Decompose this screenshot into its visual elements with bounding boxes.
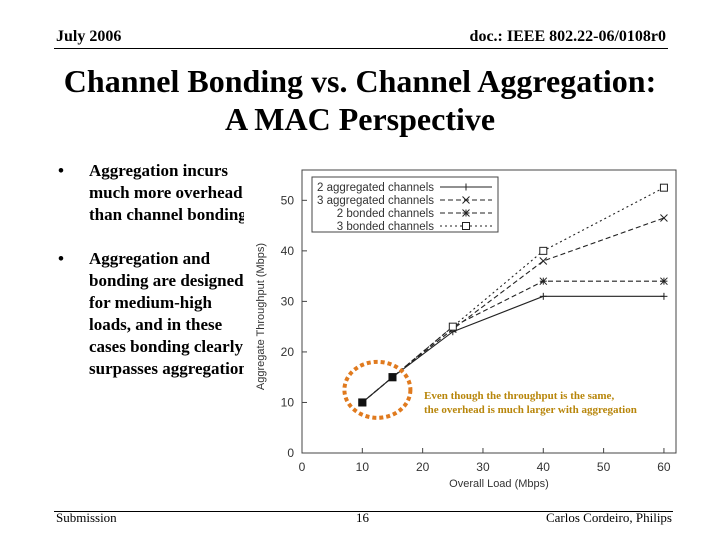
header-rule	[54, 48, 668, 49]
legend-label: 2 bonded channels	[337, 208, 434, 220]
bullet-item: • Aggregation and bonding are designed f…	[58, 248, 258, 380]
data-point-series-1	[660, 292, 668, 300]
y-tick-label: 20	[281, 345, 295, 359]
bullet-text: Aggregation and bonding are designed for…	[89, 249, 248, 378]
x-tick-label: 10	[356, 460, 370, 474]
marker-stroke	[462, 209, 470, 217]
footer-page-number: 16	[356, 510, 369, 525]
legend-label: 3 bonded channels	[337, 221, 434, 233]
footer-rule	[54, 511, 673, 512]
y-tick-label: 40	[281, 244, 295, 258]
chart-svg: 0 10 20 30 40 50 60 0 10 20 30 40 50 Overall Load (Mb…	[255, 169, 677, 490]
footer-author: Carlos Cordeiro, Philips	[545, 510, 672, 525]
data-point-series-4	[539, 246, 548, 255]
highlight-circle	[342, 359, 413, 420]
footer-submission: Submission	[56, 510, 117, 525]
slide-title: Channel Bonding vs. Channel Aggregation:…	[20, 62, 700, 138]
slide-title-line1: Channel Bonding vs. Channel Aggregation:	[63, 63, 657, 99]
marker-stroke	[660, 214, 668, 222]
legend-label: 2 aggregated channels	[317, 182, 434, 194]
series-line-3	[361, 280, 664, 403]
data-point-series-4	[659, 183, 668, 192]
y-tick-label: 30	[281, 294, 295, 308]
data-point-series-2	[539, 257, 548, 265]
annotation-line: the overhead is much larger with aggrega…	[424, 404, 637, 416]
throughput-chart: 0 10 20 30 40 50 60 0 10 20 30 40 50 Overall Load (Mb…	[244, 157, 684, 497]
header-date: July 2006	[56, 28, 122, 45]
data-point-series-1	[539, 292, 547, 300]
x-tick-label: 30	[476, 460, 490, 474]
header-doc-id: doc.: IEEE 802.22-06/0108r0	[469, 28, 666, 45]
marker-stroke	[539, 277, 548, 286]
legend-marker	[462, 196, 470, 204]
data-point-series-2	[660, 214, 668, 222]
x-tick-label: 0	[299, 460, 306, 474]
legend-marker	[462, 222, 470, 230]
legend-marker	[462, 183, 470, 191]
bullet-list: • Aggregation incurs much more overhead …	[58, 160, 258, 402]
x-tick-label: 50	[597, 460, 611, 474]
y-tick-label: 10	[281, 395, 295, 409]
series-line-1	[361, 295, 664, 403]
annotation-line: Even though the throughput is the same,	[424, 390, 614, 402]
y-tick-label: 0	[287, 446, 294, 460]
bullet-text: Aggregation incurs much more overhead th…	[89, 161, 247, 224]
y-tick-label: 50	[281, 193, 295, 207]
slide-title-line2: A MAC Perspective	[224, 101, 496, 137]
data-point-series-4	[448, 322, 457, 331]
x-tick-label: 40	[537, 460, 551, 474]
highlighted-point	[388, 373, 397, 382]
legend-label: 3 aggregated channels	[317, 195, 434, 207]
bullet-item: • Aggregation incurs much more overhead …	[58, 160, 258, 226]
highlighted-point	[358, 398, 367, 407]
annotation-text: Even though the throughput is the same, t…	[424, 390, 637, 416]
x-axis-label: Overall Load (Mbps)	[449, 478, 549, 490]
data-point-series-3	[539, 277, 548, 286]
y-axis-label: Aggregate Throughput (Mbps)	[255, 243, 267, 390]
marker-stroke	[660, 277, 668, 286]
series-line-4	[361, 187, 665, 403]
x-tick-label: 20	[416, 460, 430, 474]
bullet-dot: •	[58, 249, 64, 268]
marker-stroke	[539, 257, 548, 265]
bullet-dot: •	[58, 161, 64, 180]
x-tick-label: 60	[657, 460, 671, 474]
marker-stroke	[462, 196, 470, 204]
data-point-series-3	[660, 277, 668, 286]
legend-marker	[462, 209, 470, 217]
plot-frame	[301, 169, 677, 454]
